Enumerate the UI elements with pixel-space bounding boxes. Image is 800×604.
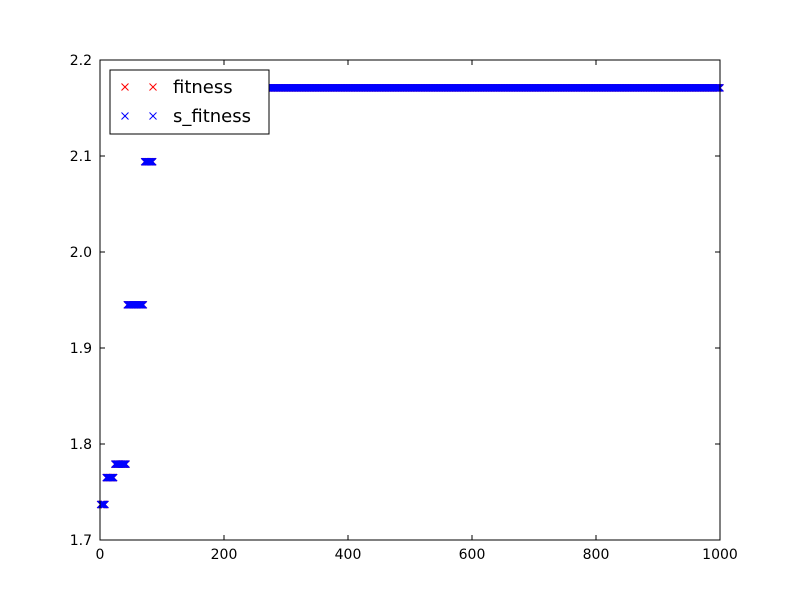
legend: fitness s_fitness	[110, 70, 269, 134]
y-tick-label: 1.8	[70, 437, 92, 453]
y-tick-label: 1.7	[70, 533, 92, 549]
legend-label-fitness: fitness	[173, 77, 233, 98]
x-tick-label: 400	[335, 547, 362, 563]
y-tick-label: 2.0	[70, 245, 92, 261]
y-tick-label: 2.1	[70, 149, 92, 165]
x-tick-label: 800	[583, 547, 610, 563]
x-tick-label: 1000	[702, 547, 738, 563]
legend-label-s_fitness: s_fitness	[173, 106, 251, 127]
y-tick-label: 1.9	[70, 341, 92, 357]
y-tick-label: 2.2	[70, 53, 92, 69]
x-tick-label: 0	[96, 547, 105, 563]
x-tick-label: 200	[211, 547, 238, 563]
x-tick-label: 600	[459, 547, 486, 563]
